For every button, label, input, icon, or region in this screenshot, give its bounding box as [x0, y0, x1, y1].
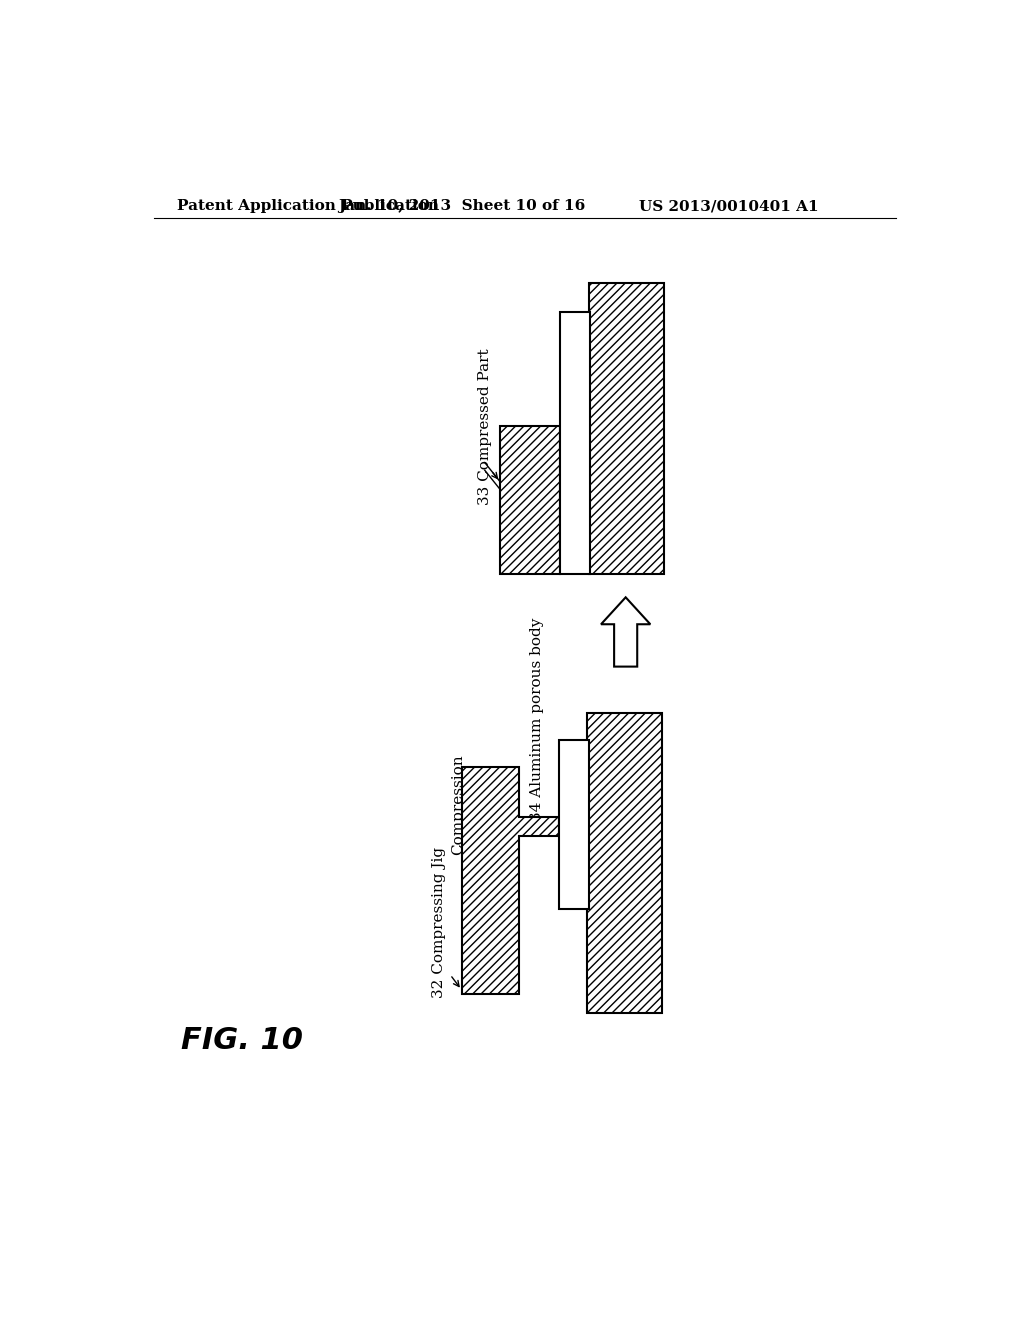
Text: 32 Compressing Jig: 32 Compressing Jig [431, 846, 445, 998]
Bar [587, 713, 662, 1014]
Text: Patent Application Publication: Patent Application Publication [177, 199, 438, 213]
Text: FIG. 10: FIG. 10 [180, 1026, 303, 1055]
Text: 34 Aluminum porous body: 34 Aluminum porous body [530, 618, 544, 821]
Bar [589, 284, 665, 574]
Text: US 2013/0010401 A1: US 2013/0010401 A1 [639, 199, 818, 213]
Bar [560, 313, 590, 574]
Text: 33 Compressed Part: 33 Compressed Part [478, 348, 492, 506]
Bar [500, 426, 560, 574]
Polygon shape [601, 598, 650, 667]
Bar [500, 426, 560, 574]
Bar [587, 713, 662, 1014]
Bar [589, 284, 665, 574]
Polygon shape [462, 767, 559, 994]
Text: Compression: Compression [451, 755, 465, 855]
Bar [559, 739, 589, 909]
Text: Jan. 10, 2013  Sheet 10 of 16: Jan. 10, 2013 Sheet 10 of 16 [338, 199, 586, 213]
